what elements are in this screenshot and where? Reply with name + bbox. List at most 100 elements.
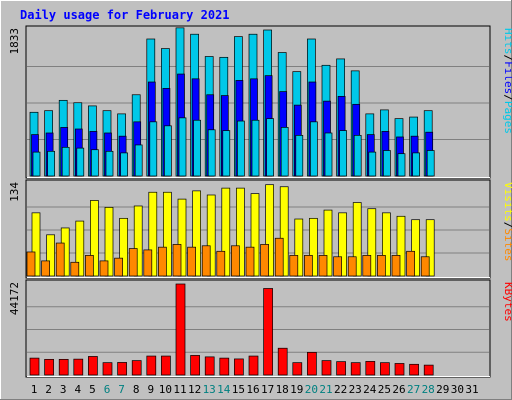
bar-sites-day-21 xyxy=(318,255,328,277)
bar-visits-day-16 xyxy=(250,193,260,277)
bar-pages-day-25 xyxy=(383,150,391,177)
bar-visits-day-5 xyxy=(90,200,99,277)
bar-sites-day-12 xyxy=(187,246,196,277)
x-tick-label-day-23: 23 xyxy=(349,383,362,396)
bar-sites-day-10 xyxy=(158,246,167,277)
bar-pages-day-4 xyxy=(76,147,85,177)
x-tick-label-day-16: 16 xyxy=(246,383,259,396)
bar-visits-day-28 xyxy=(425,219,435,277)
bar-pages-day-19 xyxy=(295,135,304,177)
bar-kbytes-day-10 xyxy=(161,355,171,376)
bar-pages-day-23 xyxy=(353,135,362,177)
bar-sites-day-24 xyxy=(362,255,372,277)
bar-sites-day-16 xyxy=(245,246,255,277)
bar-visits-day-2 xyxy=(46,234,55,277)
x-tick-label-day-22: 22 xyxy=(334,383,347,396)
bar-kbytes-day-7 xyxy=(117,362,127,376)
bar-sites-day-2 xyxy=(41,260,50,277)
bar-visits-day-18 xyxy=(279,186,289,277)
bar-sites-day-19 xyxy=(289,255,299,277)
bar-visits-day-24 xyxy=(367,208,377,277)
bar-kbytes-day-9 xyxy=(146,355,157,376)
x-tick-label-day-2: 2 xyxy=(45,383,52,396)
bar-kbytes-day-22 xyxy=(336,361,346,376)
bar-kbytes-day-24 xyxy=(365,361,376,376)
bar-pages-day-7 xyxy=(120,152,128,177)
bar-visits-day-22 xyxy=(338,212,347,277)
bar-sites-day-28 xyxy=(420,256,430,277)
bar-kbytes-day-25 xyxy=(380,362,390,376)
bar-pages-day-10 xyxy=(164,125,172,177)
x-tick-label-day-15: 15 xyxy=(232,383,245,396)
bar-pages-day-13 xyxy=(207,129,216,177)
x-tick-label-day-26: 26 xyxy=(392,383,405,396)
panel-visits-ymax-label: 134 xyxy=(8,182,21,202)
bar-sites-day-4 xyxy=(70,261,80,277)
x-tick-label-day-24: 24 xyxy=(363,383,377,396)
x-axis-day-labels: 1 2 3 4 5 6 7 8 9 10 11 12 13 14 15 16 17 18 19 20 21 22 23 24 2… xyxy=(31,383,479,396)
x-tick-label-day-14: 14 xyxy=(217,383,231,396)
bar-visits-day-20 xyxy=(309,217,318,277)
bar-pages-day-11 xyxy=(178,117,187,177)
bar-visits-day-14 xyxy=(221,187,231,277)
x-tick-label-day-7: 7 xyxy=(118,383,125,396)
bar-kbytes-day-3 xyxy=(58,358,69,376)
bar-kbytes-day-1 xyxy=(29,357,40,376)
bar-pages-day-20 xyxy=(310,121,318,177)
bar-pages-day-17 xyxy=(266,118,274,177)
bar-visits-day-4 xyxy=(75,220,85,277)
bar-visits-day-6 xyxy=(104,206,114,277)
bar-kbytes-day-26 xyxy=(394,363,405,376)
legend-label-files: Files xyxy=(502,61,512,94)
bar-sites-day-13 xyxy=(201,245,211,277)
bar-visits-day-13 xyxy=(206,194,216,277)
bar-visits-day-15 xyxy=(236,187,245,277)
bar-sites-day-25 xyxy=(377,255,386,277)
legend-label-kbytes: KBytes xyxy=(502,282,512,322)
x-tick-label-day-3: 3 xyxy=(60,383,67,396)
chart-title: Daily usage for February 2021 xyxy=(20,8,230,22)
bar-pages-day-14 xyxy=(222,130,231,177)
bar-visits-day-26 xyxy=(396,215,406,277)
x-tick-label-day-20: 20 xyxy=(305,383,318,396)
legend-label-pages: Pages xyxy=(502,101,512,134)
bar-pages-day-28 xyxy=(426,150,435,177)
bar-visits-day-12 xyxy=(192,190,201,277)
bar-visits-day-1 xyxy=(31,212,41,277)
x-tick-label-day-30: 30 xyxy=(451,383,464,396)
bar-kbytes-day-23 xyxy=(350,362,361,376)
bar-visits-day-9 xyxy=(148,191,158,277)
bar-kbytes-day-17 xyxy=(263,288,273,376)
panel-kbytes-legend-label: KBytes xyxy=(502,282,512,322)
bar-sites-day-1 xyxy=(26,251,36,277)
bar-sites-day-20 xyxy=(304,255,313,277)
x-tick-label-day-28: 28 xyxy=(422,383,435,396)
bar-pages-day-21 xyxy=(324,132,333,177)
bar-visits-day-27 xyxy=(411,219,420,277)
panel-visits: 134 Visits/Sites xyxy=(8,179,512,279)
x-tick-label-day-13: 13 xyxy=(203,383,216,396)
bar-visits-day-17 xyxy=(265,184,274,277)
bar-pages-day-18 xyxy=(280,127,289,177)
legend-label-separator: / xyxy=(502,94,512,101)
bar-kbytes-day-27 xyxy=(409,363,419,376)
bar-sites-day-23 xyxy=(347,256,357,277)
bar-kbytes-day-13 xyxy=(204,356,215,376)
bar-pages-day-24 xyxy=(368,151,377,177)
panel-visits-legend-label: Visits/Sites xyxy=(502,182,512,262)
bar-pages-day-26 xyxy=(397,153,406,177)
bar-kbytes-day-12 xyxy=(190,355,200,376)
x-tick-label-day-18: 18 xyxy=(276,383,289,396)
panel-hits-legend-label: Hits/Files/Pages xyxy=(502,28,512,134)
bar-kbytes-day-4 xyxy=(73,358,84,376)
x-tick-label-day-27: 27 xyxy=(407,383,420,396)
bar-kbytes-day-16 xyxy=(248,355,259,376)
bar-visits-day-10 xyxy=(163,191,172,277)
bar-kbytes-day-5 xyxy=(88,356,98,376)
bar-pages-day-8 xyxy=(134,144,143,177)
bar-sites-day-5 xyxy=(85,255,94,277)
x-tick-label-day-21: 21 xyxy=(319,383,332,396)
x-tick-label-day-19: 19 xyxy=(290,383,303,396)
